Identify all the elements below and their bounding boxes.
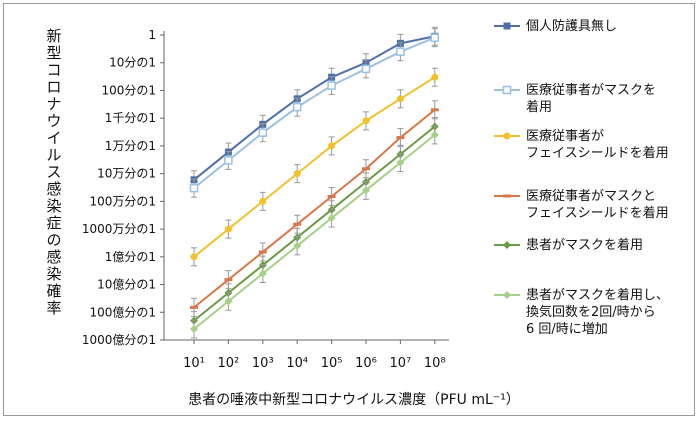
data-point	[502, 85, 512, 95]
data-point	[430, 108, 439, 112]
x-tick-label: 10¹	[183, 356, 205, 371]
y-tick-label: 1億分の1	[105, 250, 156, 264]
data-point	[328, 142, 336, 150]
legend-label: 医療従事者がマスクと フェイスシールドを着用	[526, 189, 669, 221]
data-point	[431, 73, 439, 81]
data-point	[224, 156, 233, 165]
chart-frame: 1 10分の1 100分の1 1千分の1 1万分の1 10万分の1 100万分の1 1000万…	[3, 3, 695, 416]
data-point	[362, 117, 370, 125]
legend-label: 個人防護具無し	[526, 19, 618, 34]
data-point	[361, 64, 371, 74]
legend-swatch	[494, 291, 520, 299]
data-point	[224, 278, 233, 282]
legend-label: 患者がマスクを着用	[526, 238, 644, 253]
data-point	[293, 241, 302, 250]
y-tick-label: 10億分の1	[97, 278, 156, 292]
data-point	[503, 132, 511, 140]
y-axis-label: 新型コロナウイルス感染症の感染確率	[46, 27, 62, 317]
series-line	[193, 76, 436, 258]
y-tick-label: 1000万分の1	[82, 222, 156, 236]
data-point	[293, 170, 301, 178]
y-tick-label: 100万分の1	[89, 194, 156, 208]
data-point	[362, 186, 370, 195]
data-point	[503, 194, 511, 198]
data-point	[503, 291, 511, 299]
x-tick-label: 10⁸	[424, 356, 446, 371]
x-tick-label: 10⁶	[355, 356, 377, 371]
legend-swatch	[494, 85, 520, 95]
y-tick-label: 10万分の1	[97, 167, 156, 181]
data-point	[327, 194, 336, 198]
data-point	[258, 128, 268, 137]
x-axis-label: 患者の唾液中新型コロナウイルス濃度（PFU mL⁻¹）	[188, 392, 520, 408]
data-point	[327, 81, 336, 90]
data-point	[430, 130, 439, 139]
data-point	[292, 102, 302, 112]
y-tick-label: 1万分の1	[105, 139, 156, 153]
data-point	[258, 269, 267, 278]
y-tick-label: 10分の1	[109, 56, 156, 70]
legend-label: 患者がマスクを着用し、 換気回数を2回/時から 6 回/時に増加	[526, 288, 670, 337]
legend-swatch	[494, 22, 520, 30]
legend-item: 患者がマスクを着用し、 換気回数を2回/時から 6 回/時に増加	[494, 287, 669, 338]
data-point	[190, 305, 198, 309]
data-point	[259, 197, 267, 205]
data-point	[224, 297, 233, 306]
legend-item: 医療従事者が フェイスシールドを着用	[494, 128, 669, 162]
y-tick-label: 1000億分の1	[82, 333, 156, 347]
series-line	[193, 35, 436, 181]
data-point	[258, 250, 267, 254]
data-point	[430, 33, 440, 42]
legend-swatch	[494, 241, 520, 249]
legend-swatch	[494, 194, 520, 198]
legend-item: 医療従事者がマスクと フェイスシールドを着用	[494, 188, 669, 222]
legend-swatch	[494, 132, 520, 140]
y-tick-label: 1	[148, 28, 156, 42]
data-point	[293, 222, 302, 226]
x-tick-label: 10³	[252, 356, 274, 371]
data-point	[396, 47, 405, 56]
data-point	[362, 167, 370, 171]
y-tick-label: 100億分の1	[89, 305, 156, 319]
legend-label: 医療従事者が フェイスシールドを着用	[526, 129, 669, 161]
legend-item: 個人防護具無し	[494, 18, 617, 35]
data-point	[189, 183, 199, 193]
y-tick-label: 100分の1	[101, 83, 156, 97]
data-point	[190, 253, 198, 261]
legend-label: 医療従事者がマスクを 着用	[526, 83, 657, 115]
x-tick-label: 10⁵	[321, 356, 343, 371]
x-tick-label: 10²	[218, 356, 240, 371]
data-point	[396, 95, 404, 103]
data-point	[396, 158, 405, 167]
data-point	[190, 324, 198, 333]
data-point	[327, 214, 336, 223]
series-line	[193, 134, 436, 330]
legend-item: 医療従事者がマスクを 着用	[494, 82, 656, 116]
data-point	[503, 22, 511, 30]
series-line	[193, 36, 436, 189]
series-line	[193, 125, 436, 322]
chart-plot: 1 10分の1 100分の1 1千分の1 1万分の1 10万分の1 100万分の1 1000万…	[82, 26, 449, 371]
data-point	[396, 136, 405, 140]
y-tick-label: 1千分の1	[105, 111, 156, 125]
x-tick-label: 10⁷	[390, 356, 412, 371]
series-line	[193, 109, 436, 309]
data-point	[503, 241, 511, 249]
data-point	[224, 225, 232, 233]
x-tick-label: 10⁴	[286, 356, 308, 371]
legend-item: 患者がマスクを着用	[494, 237, 643, 254]
